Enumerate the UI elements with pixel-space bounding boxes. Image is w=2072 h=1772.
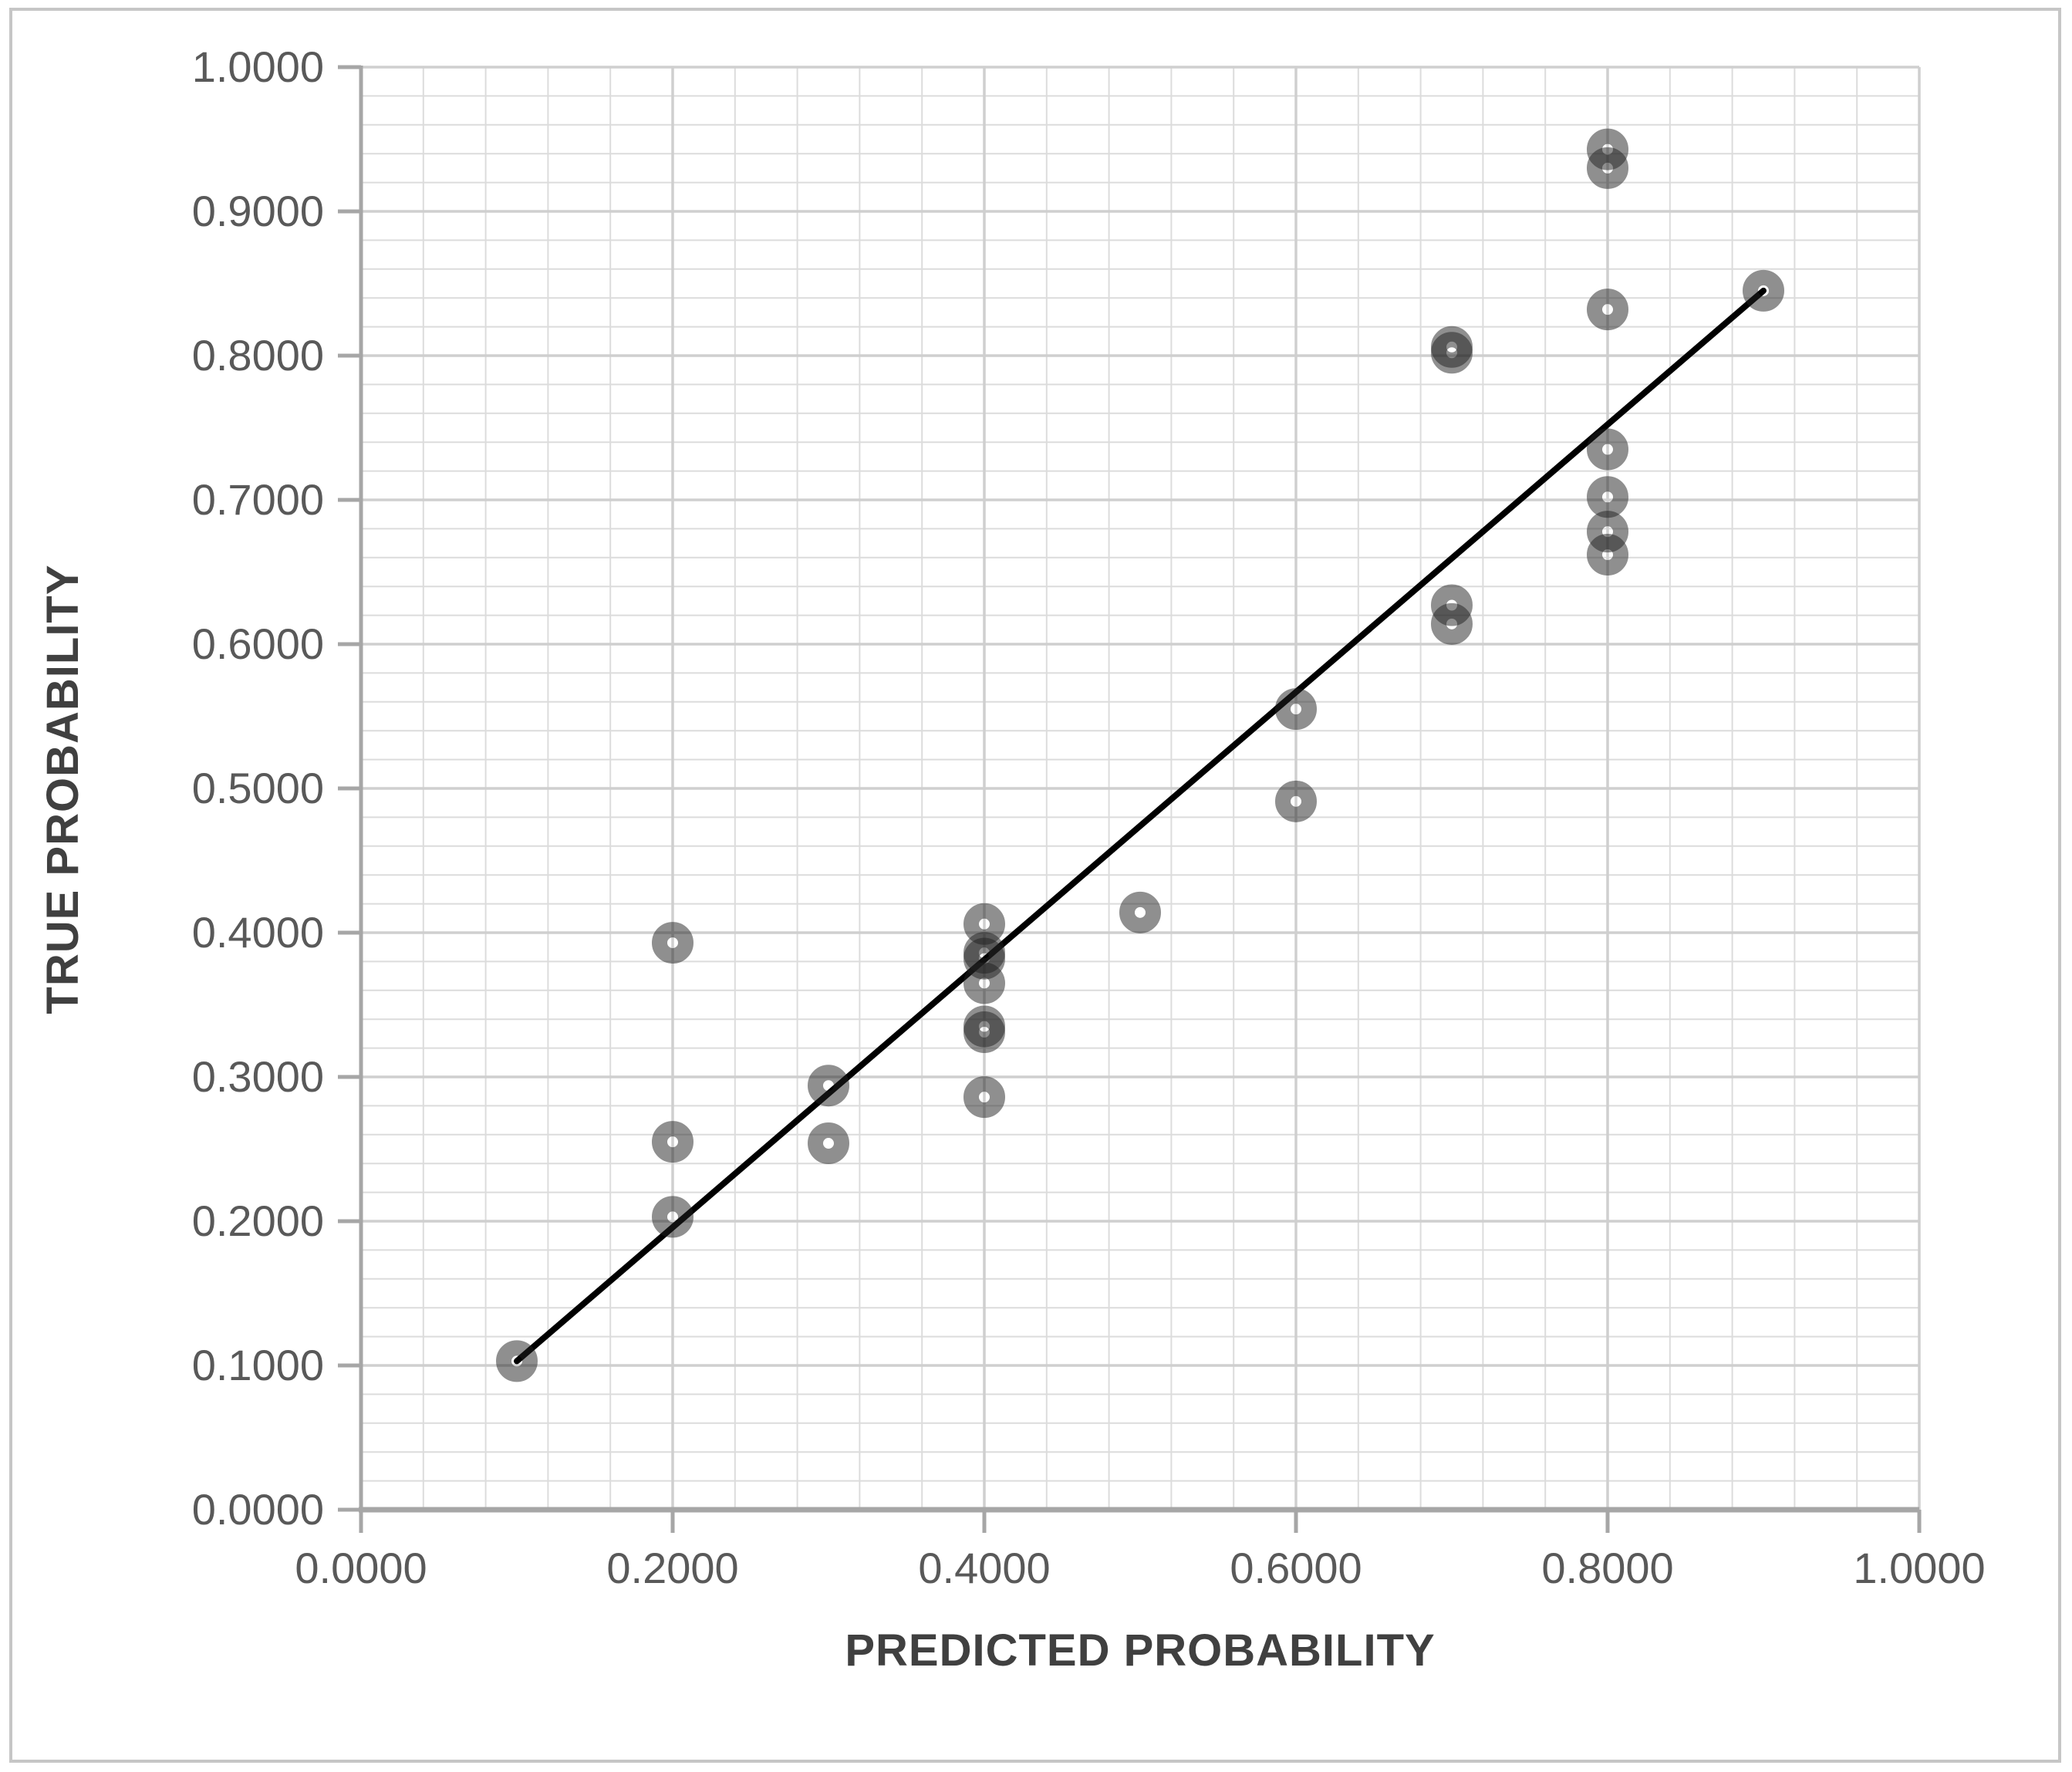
x-tick-label: 1.0000 <box>1853 1544 1985 1592</box>
y-tick-label: 0.1000 <box>192 1341 324 1389</box>
data-point <box>1587 534 1628 576</box>
x-axis-title: PREDICTED PROBABILITY <box>845 1625 1436 1676</box>
data-point <box>496 1340 538 1382</box>
y-tick-label: 0.9000 <box>192 187 324 235</box>
data-point <box>1275 780 1317 822</box>
x-tick-label: 0.6000 <box>1230 1544 1362 1592</box>
data-point <box>1587 476 1628 518</box>
y-tick-label: 0.4000 <box>192 908 324 957</box>
data-point <box>1587 289 1628 331</box>
data-point <box>963 1011 1005 1054</box>
y-axis-title: TRUE PROBABILITY <box>38 564 88 1014</box>
x-tick-label: 0.0000 <box>295 1544 427 1592</box>
x-tick-label: 0.8000 <box>1541 1544 1673 1592</box>
y-tick-label: 0.0000 <box>192 1485 324 1534</box>
y-tick-label: 0.8000 <box>192 331 324 380</box>
trend-line <box>514 287 1767 1365</box>
y-tick-label: 0.2000 <box>192 1197 324 1245</box>
data-point <box>652 1196 693 1238</box>
data-point <box>808 1065 849 1107</box>
axis-tick-marks <box>338 65 1922 1533</box>
trend-line-segment <box>514 287 1767 1365</box>
data-point <box>1587 428 1628 471</box>
y-tick-label: 0.5000 <box>192 764 324 812</box>
x-axis-tick-labels: 0.0000 0.2000 0.4000 0.6000 0.8000 1.0000 <box>295 1544 1985 1592</box>
data-point <box>963 1076 1005 1119</box>
data-point <box>1431 602 1473 645</box>
data-point <box>808 1122 849 1165</box>
figure-border <box>9 8 2061 1763</box>
data-point <box>1587 147 1628 189</box>
data-point <box>1275 688 1317 731</box>
data-point <box>652 922 693 964</box>
y-tick-label: 1.0000 <box>192 42 324 91</box>
y-tick-label: 0.7000 <box>192 475 324 524</box>
y-axis-tick-labels: 0.0000 0.1000 0.2000 0.3000 0.4000 0.5000 0.60… <box>192 42 324 1534</box>
data-point <box>1743 269 1784 312</box>
data-point <box>1431 332 1473 374</box>
y-tick-label: 0.6000 <box>192 619 324 668</box>
data-point <box>652 1121 693 1163</box>
data-points <box>496 128 1784 1382</box>
y-tick-label: 0.3000 <box>192 1052 324 1101</box>
x-tick-label: 0.2000 <box>606 1544 738 1592</box>
data-point <box>963 962 1005 1004</box>
data-point <box>1119 891 1161 933</box>
x-tick-label: 0.4000 <box>918 1544 1050 1592</box>
